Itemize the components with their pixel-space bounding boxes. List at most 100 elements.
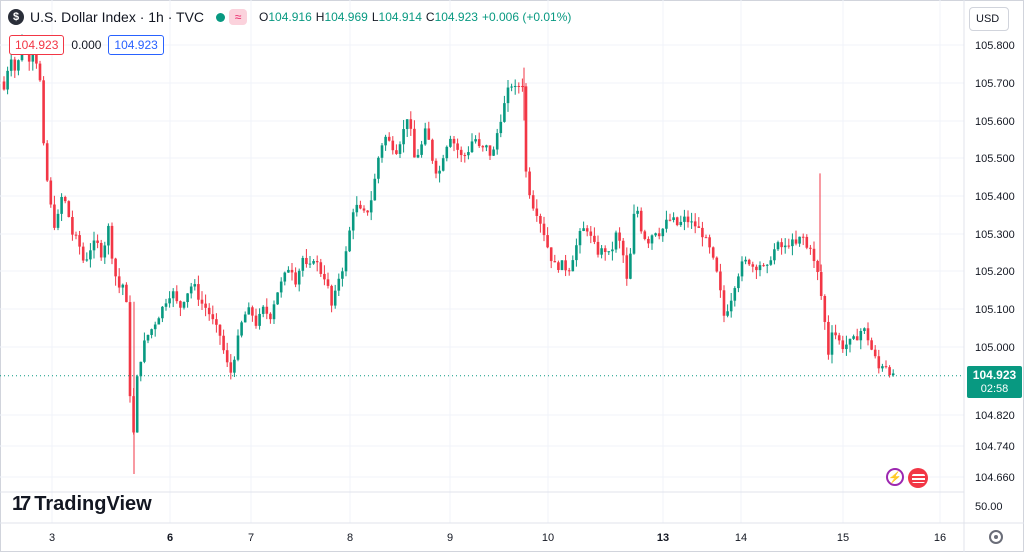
candle — [625, 247, 629, 286]
candle — [272, 300, 276, 324]
candle — [744, 256, 747, 265]
candle — [153, 321, 157, 337]
candle — [801, 233, 805, 246]
candle — [711, 246, 715, 260]
tradingview-wordmark: TradingView — [34, 493, 152, 515]
candle — [398, 141, 402, 159]
candle — [848, 338, 852, 353]
candle — [582, 221, 585, 232]
candle — [110, 222, 114, 265]
candle — [168, 291, 171, 308]
candle — [715, 256, 719, 273]
candle — [593, 227, 596, 245]
y-tick-label: 105.300 — [975, 229, 1015, 241]
indicator-value-red[interactable]: 104.923 — [9, 35, 65, 55]
candle — [143, 332, 146, 364]
candle — [359, 200, 362, 210]
settings-icon[interactable] — [989, 530, 1003, 544]
candle — [863, 327, 866, 334]
candle — [114, 257, 117, 286]
candle — [38, 60, 42, 82]
candle — [380, 143, 384, 163]
candle — [348, 226, 351, 253]
close-value: 104.923 — [434, 10, 478, 24]
candle — [445, 145, 449, 162]
candle — [492, 146, 495, 157]
candle — [423, 122, 427, 146]
candle — [161, 305, 164, 323]
candle — [485, 144, 488, 152]
y-tick-label: 105.800 — [975, 40, 1015, 52]
candle — [441, 154, 445, 172]
candle — [175, 285, 179, 304]
candle — [200, 291, 204, 311]
candle — [870, 337, 873, 351]
candle — [751, 261, 755, 273]
candle — [402, 119, 405, 153]
candle — [546, 227, 549, 249]
indicator-value-plain: 0.000 — [71, 38, 102, 52]
candle — [182, 301, 186, 310]
candle — [366, 210, 369, 216]
x-tick-label: 9 — [447, 532, 453, 544]
candle — [467, 146, 470, 160]
candle — [557, 260, 560, 273]
candle — [74, 231, 78, 240]
wave-icon: ≈ — [229, 9, 248, 25]
status-indicators[interactable]: ≈ — [216, 9, 248, 25]
candle — [816, 259, 819, 281]
candle — [283, 271, 287, 286]
currency-button[interactable]: USD — [969, 7, 1009, 31]
tradingview-logo[interactable]: 17 TradingView — [12, 493, 152, 516]
candle — [279, 277, 283, 298]
candle — [369, 191, 373, 221]
candle — [139, 361, 143, 382]
x-tick-label: 16 — [934, 532, 946, 544]
symbol-title[interactable]: U.S. Dollar Index · 1h · TVC — [30, 9, 205, 25]
candle — [420, 140, 423, 158]
x-tick-label: 15 — [837, 532, 849, 544]
candle — [654, 232, 657, 237]
candle — [53, 195, 56, 231]
candle — [107, 223, 110, 255]
y-tick-label: 105.600 — [975, 116, 1015, 128]
candle — [96, 234, 99, 249]
candle — [315, 255, 319, 272]
indicator-value-blue[interactable]: 104.923 — [108, 35, 164, 55]
candle — [488, 145, 492, 160]
candle — [819, 264, 823, 300]
candle — [805, 234, 809, 250]
candle — [233, 356, 236, 378]
candle — [881, 363, 884, 372]
candle — [639, 207, 643, 234]
candle — [758, 261, 762, 277]
candle — [603, 245, 607, 261]
candle — [524, 83, 528, 178]
dollar-icon[interactable]: $ — [8, 9, 24, 25]
candle — [207, 303, 211, 321]
candle-series — [2, 34, 895, 474]
bar-countdown: 02:58 — [980, 383, 1009, 395]
candle — [377, 156, 380, 184]
candle — [409, 111, 413, 136]
candle — [243, 311, 247, 323]
candle — [729, 292, 733, 318]
candle — [607, 251, 611, 255]
lightning-icon[interactable]: ⚡ — [886, 468, 904, 486]
x-tick-label: 10 — [542, 532, 554, 544]
y-tick-label: 105.400 — [975, 191, 1015, 203]
us-flag-icon[interactable] — [908, 468, 928, 488]
candle — [258, 308, 261, 330]
candle — [719, 263, 722, 298]
candle — [78, 230, 81, 255]
candle — [276, 292, 279, 305]
candle — [287, 266, 290, 273]
candle — [704, 234, 708, 239]
price-axis: 105.800 105.700 105.600 105.500 105.400 105.3… — [975, 40, 1015, 484]
candle — [578, 228, 582, 254]
candle — [17, 59, 20, 76]
candle — [197, 275, 200, 306]
candle — [456, 138, 459, 159]
candle — [254, 308, 258, 329]
